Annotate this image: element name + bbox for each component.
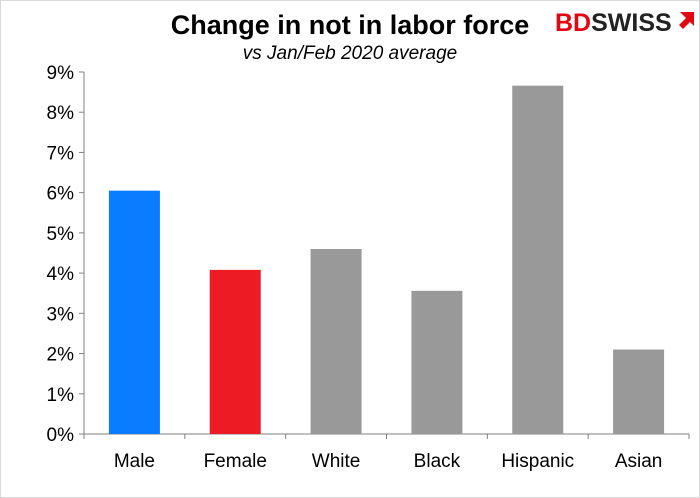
y-tick-label: 2% [47,345,75,366]
x-category-label: Female [204,451,267,472]
y-tick-label: 7% [47,143,75,164]
bar-white [310,248,362,434]
bar-black [411,290,463,434]
chart-bars [108,85,665,435]
x-category-label: Male [114,451,155,472]
y-tick-label: 3% [47,304,75,325]
bar-female [209,269,261,434]
bar-male [108,190,160,434]
y-tick-label: 1% [47,385,75,406]
x-category-labels: Male Female White Black Hispanic Asian [114,451,663,472]
x-category-label: Black [414,451,461,472]
y-tick-label: 8% [47,103,75,124]
x-category-label: Hispanic [501,451,574,472]
logo-swiss-part: SWISS [591,9,672,37]
bdswiss-logo: BDSWISS [555,9,694,37]
chart-title: Change in not in labor force [171,10,530,40]
chart-subtitle: vs Jan/Feb 2020 average [243,43,457,64]
x-category-label: Asian [615,451,663,472]
bdswiss-arrow-logo-icon [679,12,694,29]
logo-bd-part: BD [555,9,591,37]
y-tick-label: 6% [47,184,75,205]
chart-axes [79,71,690,439]
y-tick-label: 9% [47,63,75,84]
x-category-label: White [312,451,361,472]
logo-text-bd: BDSWISS [555,9,672,37]
y-tick-label: 0% [47,425,75,446]
bar-hispanic [512,85,564,435]
bar-asian [613,349,665,434]
y-tick-label: 5% [47,224,75,245]
y-tick-label: 4% [47,264,75,285]
y-tick-labels: 0% 1% 2% 3% 4% 5% 6% 7% 8% 9% [47,63,75,446]
